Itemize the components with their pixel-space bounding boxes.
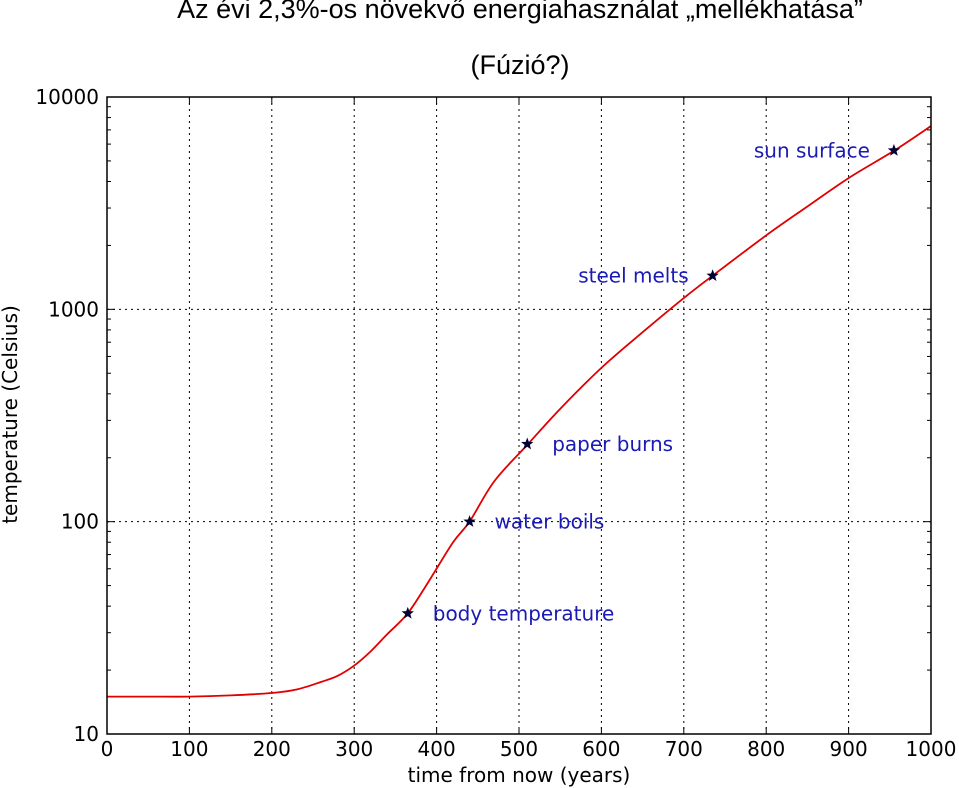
y-tick-label: 1000 bbox=[48, 297, 99, 321]
star-marker bbox=[463, 515, 476, 527]
x-tick-label: 600 bbox=[582, 737, 620, 761]
x-tick-label: 700 bbox=[665, 737, 703, 761]
y-axis-label: temperature (Celsius) bbox=[0, 305, 22, 524]
x-tick-label: 800 bbox=[747, 737, 785, 761]
x-tick-label: 200 bbox=[253, 737, 291, 761]
annotation-label: water boils bbox=[495, 510, 605, 534]
x-tick-label: 300 bbox=[335, 737, 373, 761]
y-tick-label: 100 bbox=[61, 510, 99, 534]
grid bbox=[107, 97, 931, 734]
star-marker bbox=[706, 269, 719, 281]
x-tick-label: 100 bbox=[170, 737, 208, 761]
star-marker bbox=[521, 437, 534, 450]
annotations: body temperature water boils paper burns st… bbox=[401, 138, 901, 625]
x-tick-label: 400 bbox=[418, 737, 456, 761]
series-lines bbox=[107, 125, 932, 698]
chart-title: Az évi 2,3%-os növekvő energiahasználat … bbox=[177, 0, 863, 24]
annotation-label: steel melts bbox=[578, 264, 688, 288]
x-axis-label: time from now (years) bbox=[408, 763, 631, 787]
plot-frame bbox=[106, 96, 932, 735]
annotation-label: sun surface bbox=[754, 138, 870, 162]
ticks: 0 100 200 300 400 500 600 700 800 900 1000 10 100 100… bbox=[35, 85, 956, 761]
x-tick-label: 0 bbox=[101, 737, 114, 761]
x-tick-label: 1000 bbox=[906, 737, 957, 761]
annotation-label: body temperature bbox=[433, 601, 615, 625]
y-tick-label: 10 bbox=[74, 722, 99, 746]
x-tick-label: 500 bbox=[500, 737, 538, 761]
star-marker bbox=[887, 143, 901, 156]
y-tick-label: 10000 bbox=[35, 85, 99, 109]
annotation-label: paper burns bbox=[552, 432, 673, 456]
star-marker bbox=[401, 606, 414, 619]
chart-subtitle: (Fúzió?) bbox=[470, 50, 570, 80]
x-tick-label: 900 bbox=[830, 737, 868, 761]
series-line bbox=[107, 125, 932, 698]
